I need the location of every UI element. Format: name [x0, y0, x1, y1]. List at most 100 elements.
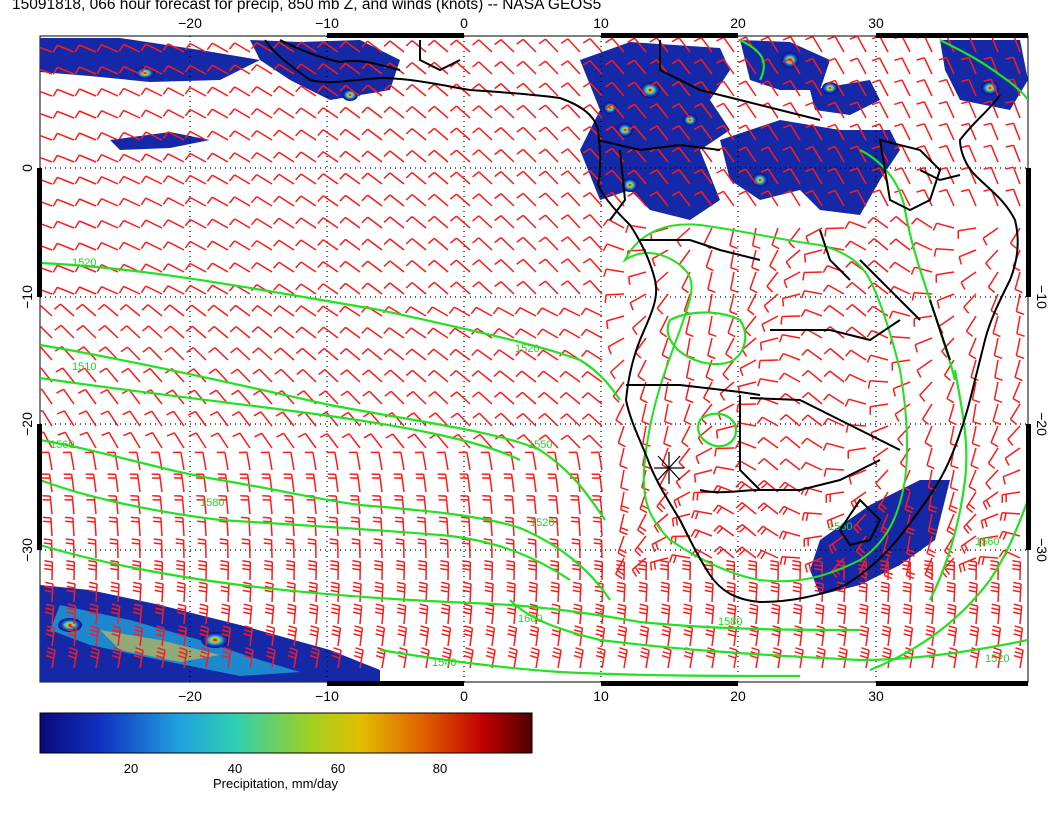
- wind-barb-staff: [149, 368, 163, 383]
- wind-barb-staff: [544, 60, 559, 75]
- wind-barb-feather: [671, 169, 680, 175]
- wind-barb-staff: [366, 326, 383, 339]
- wind-barb-staff: [410, 306, 427, 317]
- wind-barb-staff: [246, 452, 251, 471]
- wind-barb-staff: [324, 369, 339, 383]
- wind-barb-feather: [208, 347, 216, 354]
- wind-barb-feather: [66, 567, 75, 571]
- wind-barb-staff: [70, 474, 75, 493]
- wind-barb-staff: [304, 433, 317, 449]
- wind-barb-staff: [799, 628, 804, 647]
- wind-barb-feather: [738, 483, 746, 491]
- wind-barb-staff: [722, 36, 735, 53]
- wind-barb-feather: [757, 458, 765, 465]
- wind-barb-feather: [671, 103, 680, 109]
- wind-barb-staff: [513, 583, 516, 603]
- wind-barb-feather: [361, 106, 369, 114]
- wind-barb-staff: [145, 219, 163, 229]
- wind-barb-staff: [501, 434, 515, 449]
- wind-barb-staff: [81, 303, 97, 317]
- wind-barb-feather: [440, 585, 449, 589]
- wind-barb-staff: [433, 281, 449, 295]
- wind-barb-feather: [861, 647, 870, 652]
- wind-barb-feather: [340, 390, 348, 397]
- wind-barb-feather: [317, 151, 324, 159]
- wind-barb-feather: [405, 84, 413, 91]
- wind-barb-staff: [522, 412, 537, 427]
- wind-barb-feather: [969, 629, 979, 633]
- wind-barb-feather: [802, 272, 805, 281]
- wind-barb-staff: [535, 606, 539, 625]
- wind-barb-feather: [1005, 188, 1014, 192]
- wind-barb-feather: [317, 85, 324, 93]
- wind-barb-staff: [678, 191, 691, 207]
- wind-barb-feather: [947, 633, 956, 637]
- wind-barb-feather: [947, 607, 956, 611]
- wind-barb-staff: [965, 491, 977, 508]
- wind-barb-staff: [161, 650, 166, 669]
- wind-barb-feather: [771, 603, 780, 607]
- wind-barb-feather: [295, 85, 302, 93]
- wind-barb-feather: [142, 325, 150, 332]
- wind-barb-feather: [361, 172, 369, 180]
- wind-barb-staff: [872, 305, 889, 317]
- wind-barb-feather: [722, 373, 730, 381]
- wind-barb-staff: [678, 37, 691, 53]
- wind-barb-staff: [315, 650, 320, 669]
- wind-barb-feather: [339, 84, 346, 92]
- wind-barb-feather: [375, 607, 384, 611]
- wind-barb-feather: [67, 607, 76, 611]
- wind-barb-staff: [606, 315, 625, 322]
- wind-barb-feather: [946, 529, 955, 536]
- wind-barb-feather: [516, 236, 524, 243]
- svg-text:1520: 1520: [985, 653, 1009, 665]
- wind-barb-staff: [256, 63, 273, 75]
- wind-barb-staff: [897, 425, 911, 440]
- wind-barb-staff: [727, 315, 735, 334]
- wind-barb-feather: [465, 647, 474, 652]
- wind-barb-feather: [417, 542, 426, 545]
- wind-barb-feather: [916, 56, 925, 61]
- wind-barb-staff: [993, 381, 999, 400]
- wind-barb-feather: [198, 559, 207, 563]
- wind-barb-feather: [617, 603, 626, 607]
- wind-barb-staff: [79, 198, 97, 207]
- wind-barb-feather: [243, 654, 252, 659]
- wind-barb-feather: [902, 559, 911, 563]
- wind-barb-staff: [511, 496, 515, 515]
- wind-barb-feather: [783, 280, 788, 289]
- wind-barb-staff: [411, 128, 427, 141]
- wind-barb-feather: [463, 603, 472, 607]
- wind-barb-feather: [31, 90, 35, 97]
- wind-barb-feather: [317, 129, 324, 137]
- wind-barb-staff: [850, 349, 867, 361]
- wind-barb-staff: [895, 238, 911, 251]
- wind-barb-staff: [57, 44, 75, 53]
- wind-barb-feather: [795, 647, 804, 652]
- wind-barb-feather: [631, 327, 638, 336]
- wind-barb-feather: [353, 629, 363, 633]
- wind-barb-staff: [937, 293, 955, 302]
- wind-barb-staff: [611, 169, 625, 185]
- wind-barb-feather: [889, 238, 897, 246]
- wind-barb-feather: [45, 607, 54, 611]
- wind-barb-feather: [771, 607, 780, 611]
- wind-barb-feather: [162, 109, 169, 117]
- wind-barb-feather: [464, 625, 473, 629]
- wind-barb-staff: [337, 628, 342, 647]
- wind-barb-staff: [411, 84, 427, 97]
- wind-barb-feather: [880, 503, 888, 510]
- wind-barb-staff: [901, 101, 911, 119]
- wind-barb-staff: [873, 282, 889, 295]
- wind-barb-feather: [252, 389, 261, 396]
- wind-barb-staff: [367, 62, 383, 75]
- wind-barb-feather: [991, 611, 1000, 615]
- wind-barb-staff: [256, 261, 273, 273]
- wind-barb-feather: [329, 542, 338, 545]
- wind-barb-feather: [692, 492, 695, 501]
- wind-barb-feather: [449, 127, 457, 134]
- wind-barb-feather: [625, 224, 629, 234]
- wind-barb-feather: [620, 486, 629, 491]
- wind-barb-staff: [456, 61, 471, 75]
- wind-barb-feather: [31, 266, 35, 273]
